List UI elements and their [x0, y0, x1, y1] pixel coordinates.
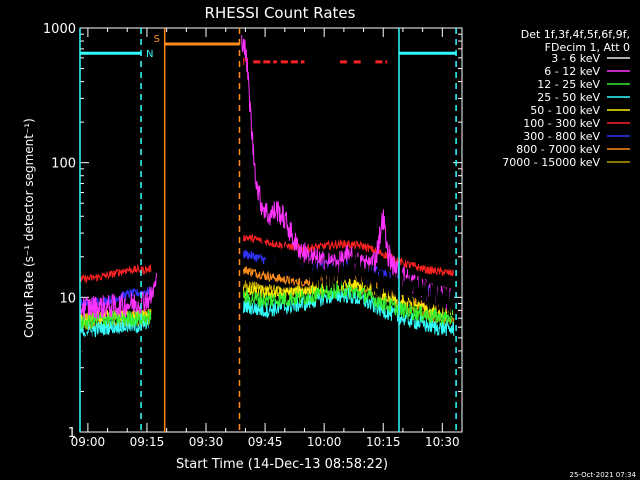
- legend-entry-label: 50 - 100 keV: [530, 104, 600, 117]
- x-tick-label: 09:00: [71, 435, 106, 449]
- state-segment-label: S: [154, 34, 160, 45]
- legend-entry-label: 25 - 50 keV: [537, 91, 600, 104]
- legend-entry-label: 12 - 25 keV: [537, 78, 600, 91]
- footer-date: 25-Oct-2021 07:34: [570, 471, 637, 479]
- plot-area: 1 10 100 1000 09:00 09:15 09:30 09:45 10:00 10:15…: [43, 22, 630, 449]
- legend-entry-label: 100 - 300 keV: [523, 117, 600, 130]
- chart-title: RHESSI Count Rates: [205, 4, 356, 22]
- x-tick-label: 09:15: [130, 435, 165, 449]
- x-tick-label: 10:30: [425, 435, 460, 449]
- legend-header: Det 1f,3f,4f,5f,6f,9f,FDecim 1, Att 0: [521, 28, 630, 54]
- legend-entry-label: 7000 - 15000 keV: [502, 156, 600, 169]
- series-line: [79, 34, 455, 319]
- x-axis-label: Start Time (14-Dec-13 08:58:22): [176, 457, 388, 472]
- legend-entry-label: 3 - 6 keV: [551, 52, 600, 65]
- series-line-3-6-kev: [79, 90, 455, 361]
- x-tick-label: 10:15: [366, 435, 401, 449]
- series-line: [79, 233, 455, 284]
- state-segment-label: N: [146, 49, 153, 60]
- legend-entry-label: 300 - 800 keV: [523, 130, 600, 143]
- legend-header-line: Det 1f,3f,4f,5f,6f,9f,: [521, 28, 630, 41]
- plot-frame: [79, 27, 463, 433]
- legend-entry-label: 6 - 12 keV: [544, 65, 600, 78]
- y-tick-label: 1: [68, 426, 76, 441]
- legend-header-line: FDecim 1, Att 0: [545, 41, 630, 54]
- state-segment-label: F: [242, 57, 248, 68]
- y-axis-label: Count Rate (s⁻¹ detector segment⁻¹): [22, 118, 36, 338]
- legend-entry-label: 800 - 7000 keV: [516, 143, 600, 156]
- y-tick-label: 100: [51, 157, 76, 172]
- y-tick-label: 10: [59, 291, 76, 306]
- x-tick-label: 10:00: [307, 435, 342, 449]
- y-tick-label: 1000: [43, 22, 76, 37]
- x-tick-label: 09:45: [248, 435, 283, 449]
- x-tick-label: 09:30: [189, 435, 224, 449]
